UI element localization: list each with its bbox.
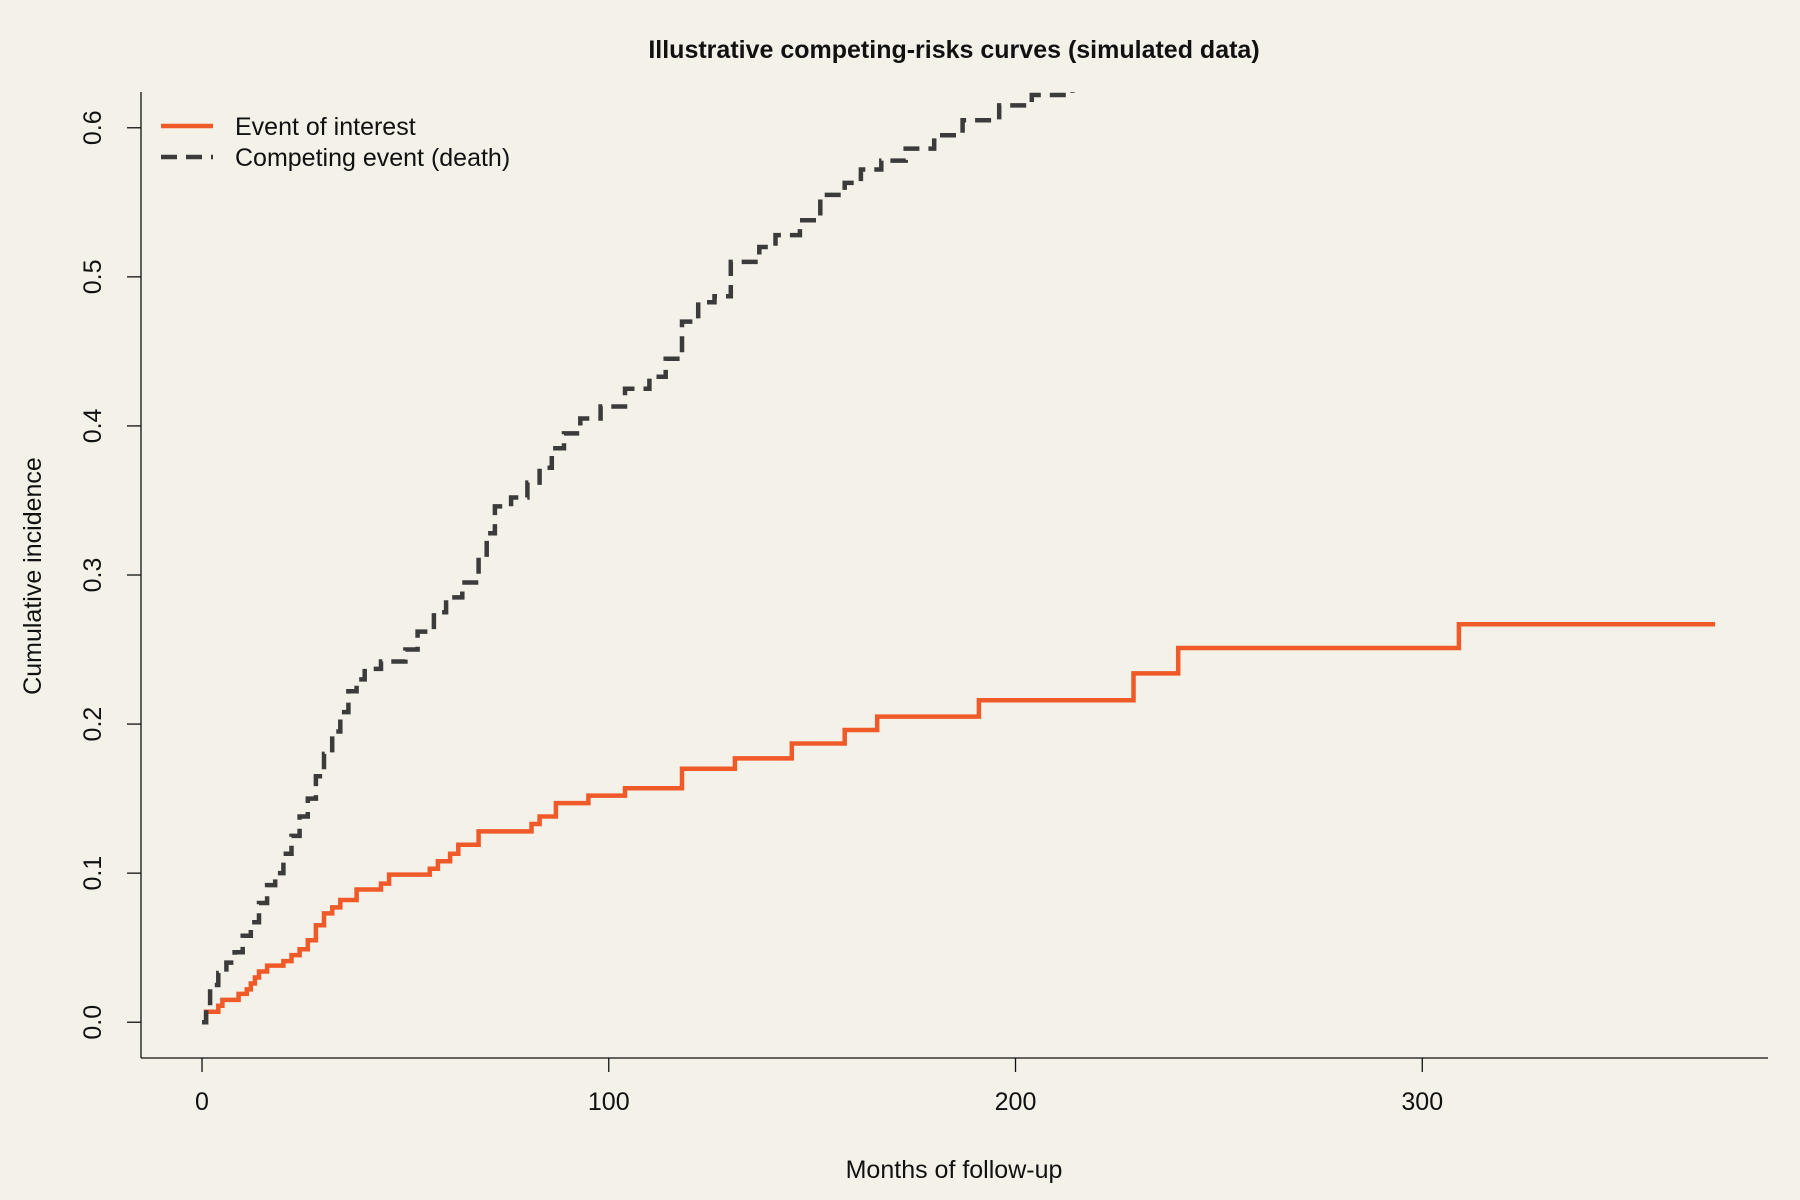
legend-label: Competing event (death): [235, 144, 510, 172]
axes: 0 100 200 300 0.0 0.1 0.2 0.3 0.4 0.5 0.6: [79, 92, 1768, 1116]
x-tick-label: 0: [195, 1088, 209, 1116]
series-layer: [202, 92, 1716, 1025]
x-axis-label: Months of follow-up: [846, 1156, 1063, 1184]
y-tick-label: 0.4: [79, 408, 107, 443]
legend-label: Event of interest: [235, 113, 416, 141]
y-tick-label: 0.3: [79, 558, 107, 593]
y-axis-label: Cumulative incidence: [19, 457, 47, 695]
x-tick-label: 200: [995, 1088, 1037, 1116]
x-tick-label: 300: [1401, 1088, 1443, 1116]
legend: Event of interest Competing event (death): [161, 113, 510, 172]
chart-title: Illustrative competing-risks curves (sim…: [648, 36, 1259, 64]
y-tick-label: 0.5: [79, 259, 107, 294]
series-event-of-interest-line: [202, 621, 1716, 1025]
x-tick-label: 100: [588, 1088, 630, 1116]
y-tick-label: 0.6: [79, 110, 107, 145]
y-tick-label: 0.1: [79, 856, 107, 891]
y-tick-label: 0.2: [79, 707, 107, 742]
series-competing-event-line: [202, 92, 1075, 1025]
y-tick-label: 0.0: [79, 1005, 107, 1040]
